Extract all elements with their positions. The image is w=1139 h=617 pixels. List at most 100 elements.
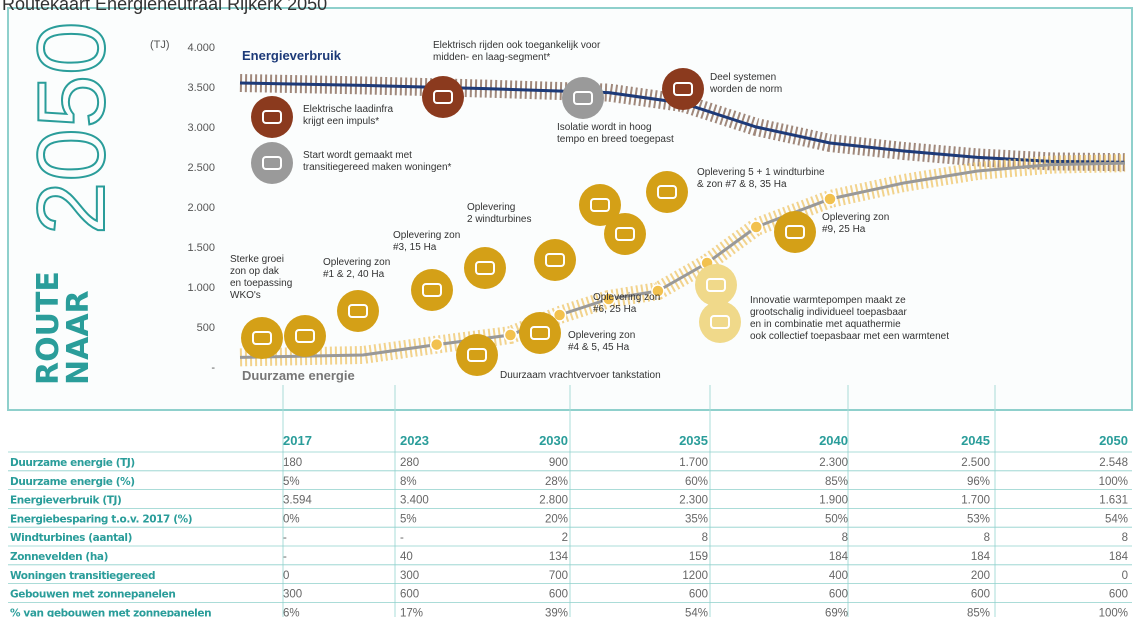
table-cell: 54% <box>685 607 708 617</box>
annotation-text: WKO's <box>230 290 261 301</box>
table-cell: 1200 <box>682 570 708 582</box>
table-cell: 184 <box>1109 551 1129 563</box>
table-cell: 5% <box>400 513 417 525</box>
table-cell: 2.500 <box>961 457 990 469</box>
annotation-text: Elektrisch rijden ook toegankelijk voor <box>433 40 601 51</box>
point-marker <box>823 192 837 206</box>
table-cell: 3.400 <box>400 495 429 507</box>
table-cell: 600 <box>689 589 708 601</box>
table-cell: 28% <box>545 476 568 488</box>
annotation-text: Oplevering 5 + 1 windturbine <box>697 167 825 178</box>
annotation-icon <box>411 269 453 311</box>
annotation-text: transitiegereed maken woningen* <box>303 162 452 173</box>
table-cell: 180 <box>283 457 302 469</box>
table-cell: 100% <box>1099 607 1128 617</box>
icon-glyph <box>785 225 805 239</box>
table-cell: 85% <box>825 476 848 488</box>
table-cell: 1.631 <box>1099 495 1128 507</box>
row-label: Energiebesparing t.o.v. 2017 (%) <box>10 513 192 525</box>
icon-glyph <box>348 304 368 318</box>
y-tick-label: 3.500 <box>187 82 215 94</box>
row-label: Energieverbruik (TJ) <box>10 495 121 507</box>
y-tick-label: 500 <box>197 322 215 334</box>
annotation-text: Deel systemen <box>710 72 776 83</box>
annotation-icon <box>519 312 561 354</box>
icon-glyph <box>545 253 565 267</box>
table-cell: 2.300 <box>819 457 848 469</box>
annotation-text: Oplevering zon <box>568 330 635 341</box>
icon-glyph <box>475 261 495 275</box>
table-cell: - <box>283 551 287 563</box>
icon-glyph <box>590 198 610 212</box>
table-cell: 8% <box>400 476 417 488</box>
table-cell: 280 <box>400 457 419 469</box>
point-marker <box>552 308 567 322</box>
point-marker <box>749 220 763 234</box>
y-tick-label: - <box>211 362 215 374</box>
point-marker <box>503 328 518 342</box>
annotation-text: en in combinatie met aquathermie <box>750 319 901 330</box>
annotation-text: krijgt een impuls* <box>303 116 379 127</box>
icon-glyph <box>433 90 453 104</box>
table-cell: 300 <box>283 589 302 601</box>
annotation-icon <box>456 334 498 376</box>
annotation-text: & zon #7 & 8, 35 Ha <box>697 179 787 190</box>
table-cell: 20% <box>545 513 568 525</box>
annotation-text: ook collectief toepasbaar met een warmte… <box>750 331 949 342</box>
icon-glyph <box>295 329 315 343</box>
table-cell: 700 <box>549 570 568 582</box>
y-tick-label: 1.000 <box>187 282 215 294</box>
row-label: % van gebouwen met zonnepanelen <box>10 607 211 617</box>
table-header: 2023 <box>400 433 429 448</box>
table-cell: 3.594 <box>283 495 312 507</box>
row-label: Duurzame energie (TJ) <box>10 457 135 469</box>
annotation-icon <box>774 211 816 253</box>
annotation-text: Oplevering zon <box>822 212 889 223</box>
table-cell: 600 <box>829 589 848 601</box>
table-cell: 600 <box>549 589 568 601</box>
point-marker <box>651 284 665 298</box>
y-tick-label: 1.500 <box>187 242 215 254</box>
table-cell: 2.300 <box>679 495 708 507</box>
y-tick-label: 2.500 <box>187 162 215 174</box>
annotation-text: worden de norm <box>709 84 782 95</box>
table-cell: 0% <box>283 513 300 525</box>
annotation-text: #1 & 2, 40 Ha <box>323 269 385 280</box>
table-cell: 6% <box>283 607 300 617</box>
annotation-icon <box>241 317 283 359</box>
annotation-text: 2 windturbines <box>467 214 531 225</box>
table-cell: 50% <box>825 513 848 525</box>
annotation-text: zon op dak <box>230 266 280 277</box>
icon-glyph <box>706 278 726 292</box>
annotation-text: midden- en laag-segment* <box>433 52 550 63</box>
table-header: 2017 <box>283 433 312 448</box>
table-cell: 134 <box>549 551 569 563</box>
icon-glyph <box>252 331 272 345</box>
table-header: 2045 <box>961 433 990 448</box>
table-cell: 5% <box>283 476 300 488</box>
table-cell: 17% <box>400 607 423 617</box>
table-cell: 69% <box>825 607 848 617</box>
table-cell: 60% <box>685 476 708 488</box>
table-cell: 8 <box>842 532 848 544</box>
table-cell: 8 <box>1122 532 1128 544</box>
table-cell: - <box>400 532 404 544</box>
annotation-icon <box>604 213 646 255</box>
table-cell: 8 <box>702 532 708 544</box>
table-header: 2030 <box>539 433 568 448</box>
table-cell: 2.800 <box>539 495 568 507</box>
table-cell: 1.900 <box>819 495 848 507</box>
annotation-text: #3, 15 Ha <box>393 242 437 253</box>
icon-glyph <box>710 315 730 329</box>
series-label: Duurzame energie <box>242 368 355 383</box>
y-tick-label: 4.000 <box>187 42 215 54</box>
table-cell: 300 <box>400 570 419 582</box>
annotation-icon <box>534 239 576 281</box>
side-line2: NAAR <box>61 290 96 385</box>
annotation-icon <box>562 77 604 119</box>
icon-glyph <box>262 110 282 124</box>
table-cell: 8 <box>984 532 990 544</box>
annotation-icon <box>464 247 506 289</box>
annotation-icon <box>699 301 741 343</box>
